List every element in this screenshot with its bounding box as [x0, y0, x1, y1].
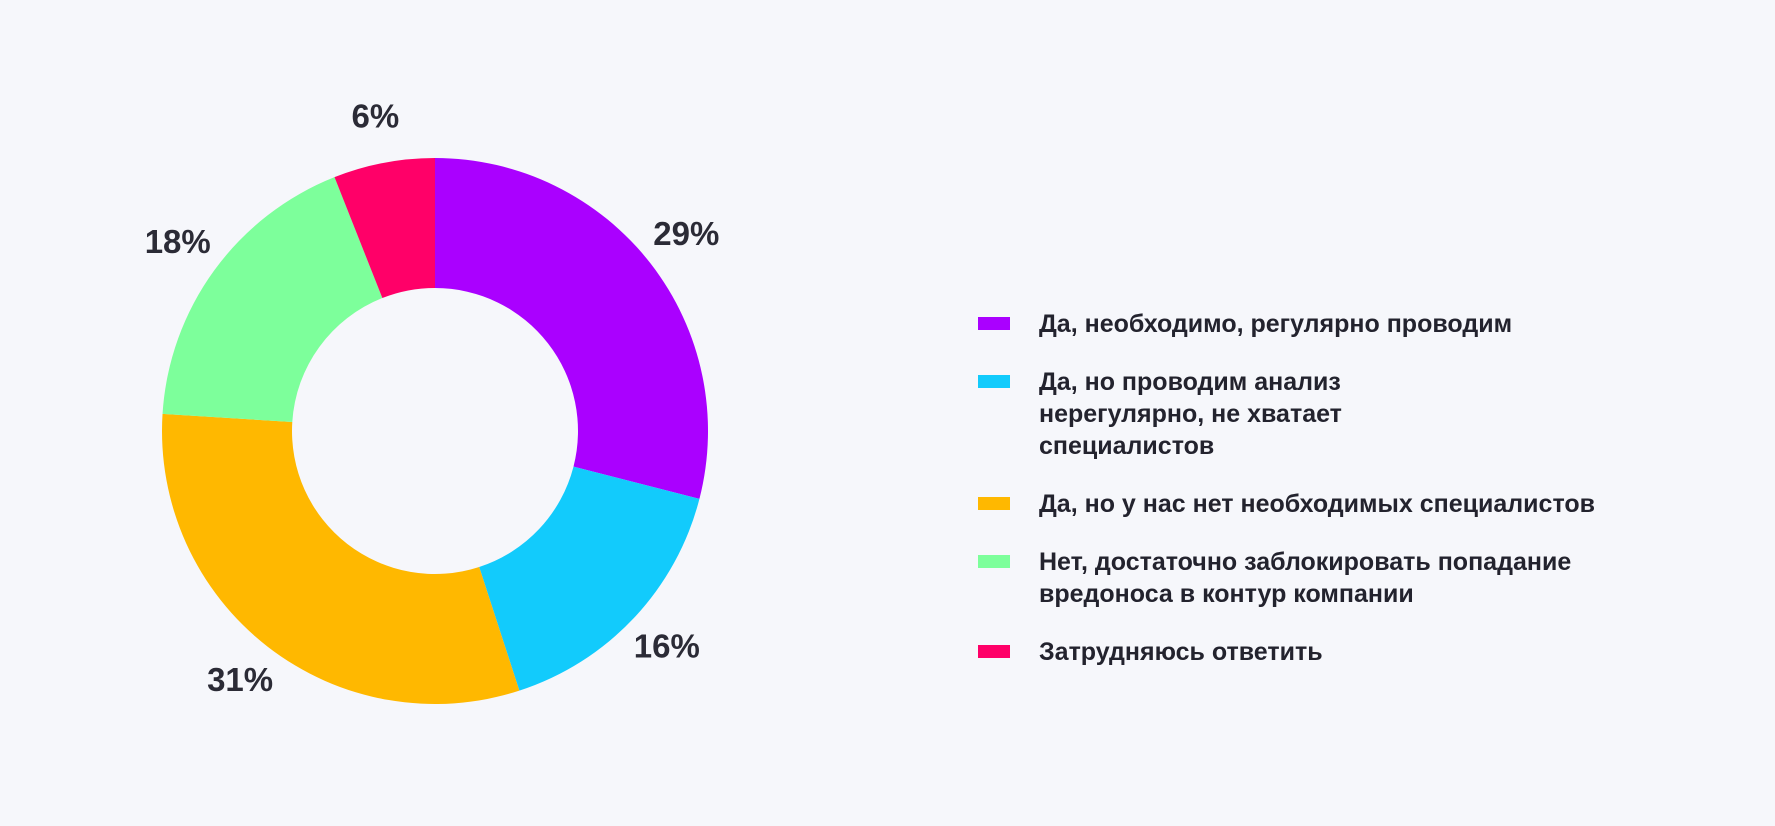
donut-slice: [162, 177, 383, 423]
legend-label: Затрудняюсь ответить: [1039, 638, 1323, 666]
donut-slice: [479, 466, 700, 691]
legend-swatch: [978, 375, 1010, 388]
legend-swatch: [978, 645, 1010, 658]
data-label: 6%: [352, 97, 400, 134]
legend-item: Да, но у нас нет необходимых специалисто…: [978, 488, 1738, 520]
donut-chart: 29% 16% 31% 18% 6%: [145, 97, 719, 704]
donut-slice: [334, 158, 435, 299]
legend-label: Да, необходимо, регулярно проводим: [1039, 310, 1513, 338]
legend-swatch: [978, 497, 1010, 510]
legend: Да, необходимо, регулярно проводим Да, н…: [978, 308, 1738, 694]
legend-label: Да, но у нас нет необходимых специалисто…: [1039, 490, 1595, 518]
legend-item: Да, но проводим анализ нерегулярно, не х…: [978, 366, 1738, 462]
legend-swatch: [978, 555, 1010, 568]
legend-swatch: [978, 317, 1010, 330]
legend-item: Затрудняюсь ответить: [978, 636, 1738, 668]
donut-slice: [162, 413, 520, 704]
legend-label: Нет, достаточно заблокировать попадание …: [1039, 548, 1572, 608]
data-label: 18%: [145, 223, 211, 260]
donut-slice: [435, 158, 708, 499]
legend-label: Да, но проводим анализ нерегулярно, не х…: [1039, 368, 1342, 460]
data-label: 29%: [653, 215, 719, 252]
data-label: 31%: [207, 661, 273, 698]
data-label: 16%: [634, 627, 700, 664]
legend-item: Да, необходимо, регулярно проводим: [978, 308, 1738, 340]
legend-item: Нет, достаточно заблокировать попадание …: [978, 546, 1738, 610]
